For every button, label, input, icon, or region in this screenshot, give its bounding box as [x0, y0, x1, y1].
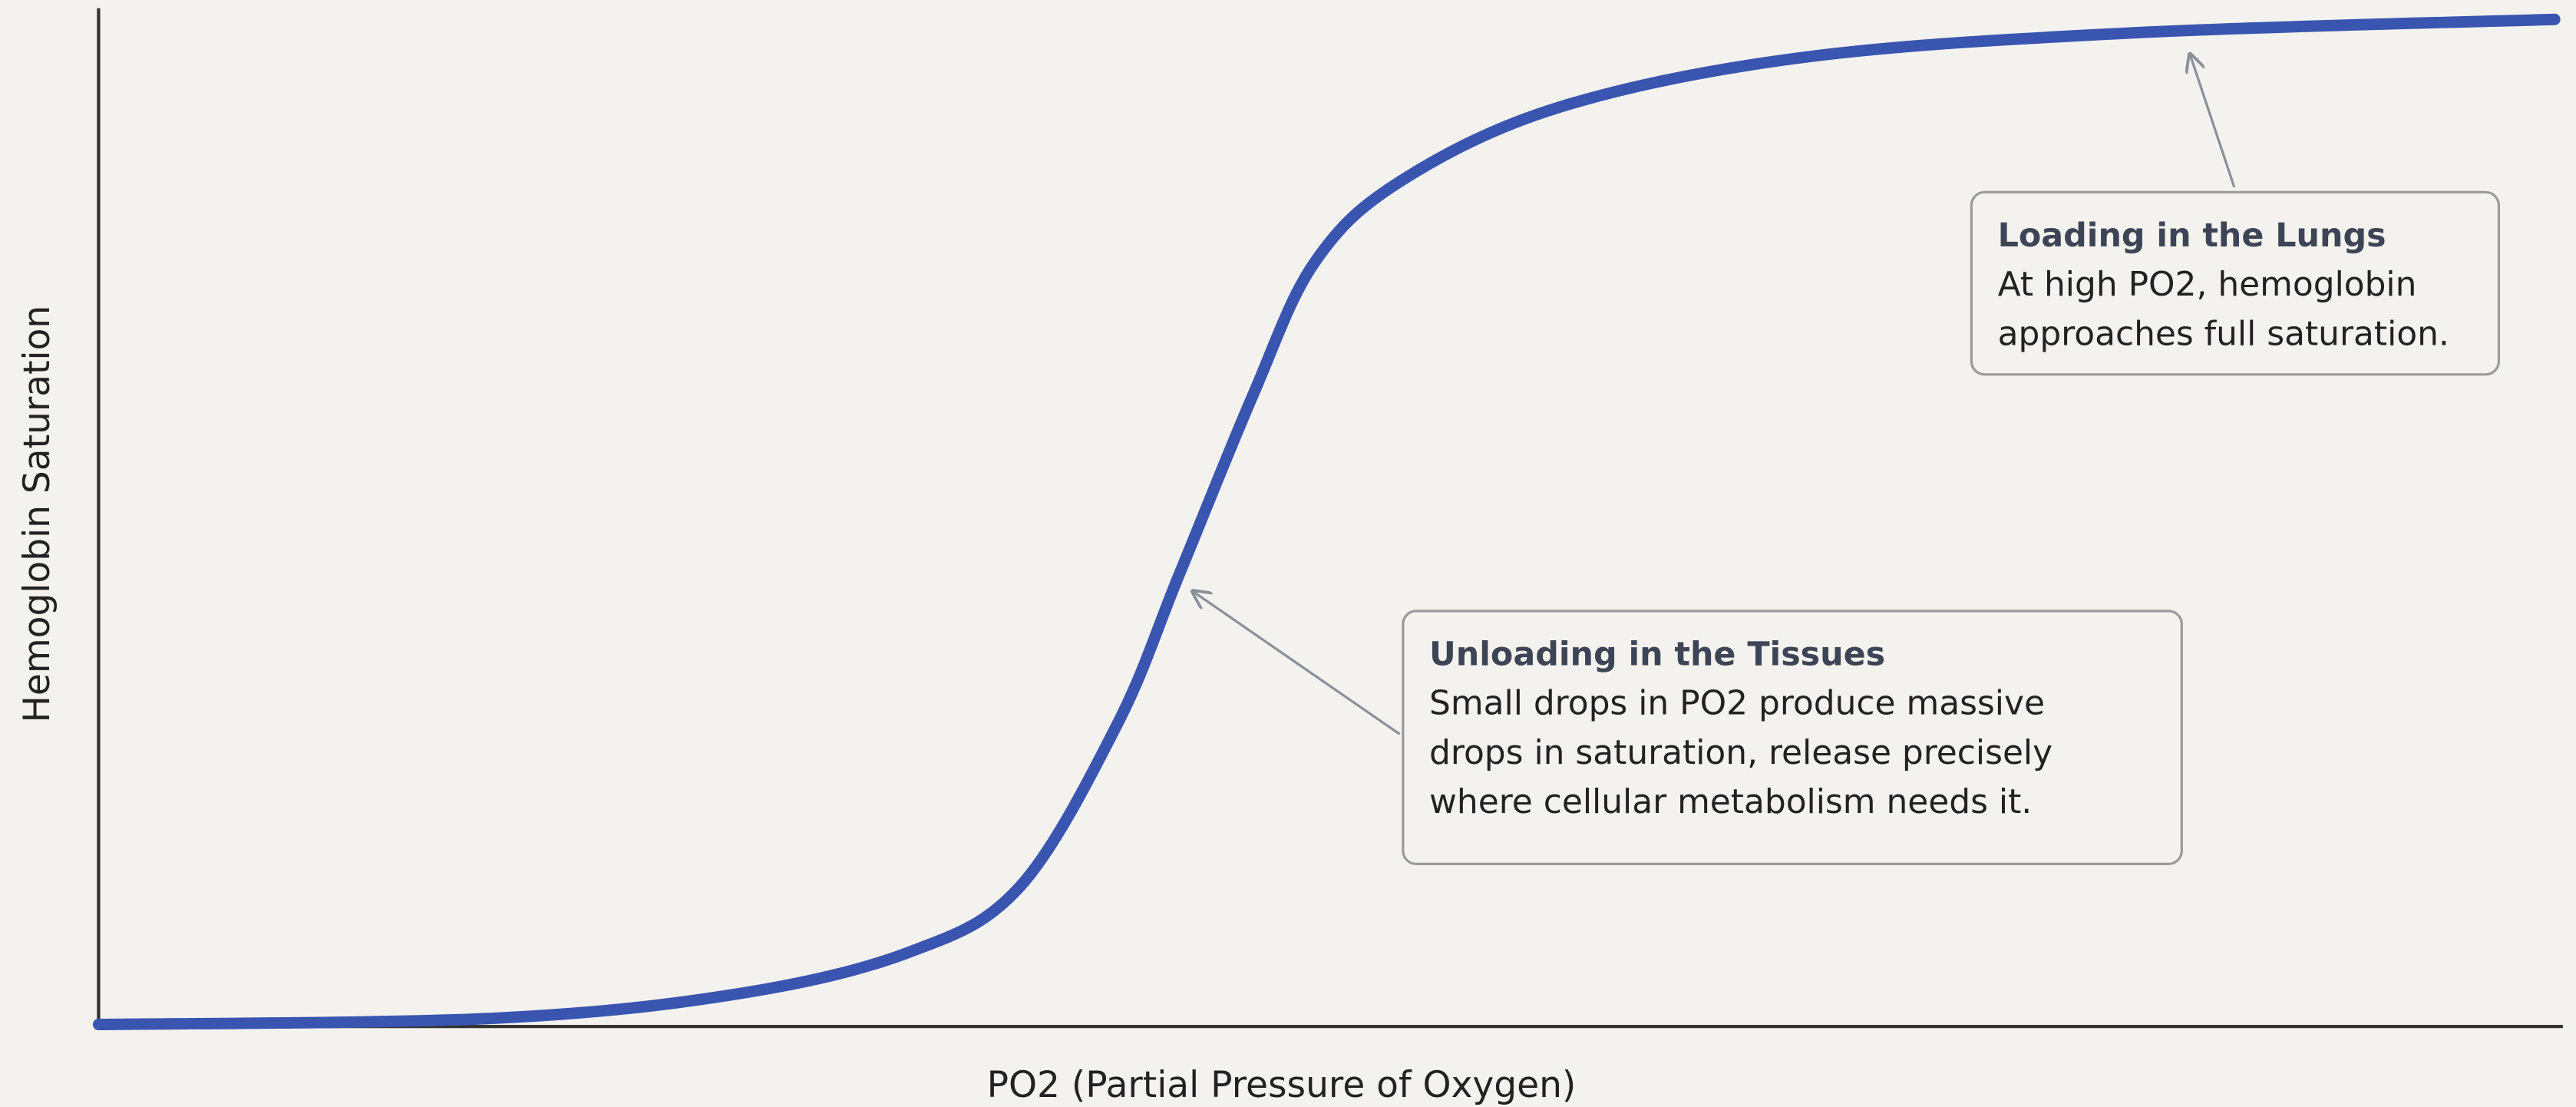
annotation-text: drops in saturation, release precisely	[1429, 733, 2053, 772]
annotation-text: At high PO2, hemoglobin	[1998, 265, 2417, 304]
y-axis-title: Hemoglobin Saturation	[16, 306, 58, 723]
x-axis-title: PO2 (Partial Pressure of Oxygen)	[987, 1064, 1577, 1106]
annotation-arrow	[1193, 591, 1401, 735]
annotation-box	[1402, 610, 2183, 865]
annotation-title: Loading in the Lungs	[1998, 216, 2386, 255]
annotation-text: where cellular metabolism needs it.	[1429, 782, 2032, 821]
annotation-arrow	[2190, 55, 2236, 188]
annotation-title: Unloading in the Tissues	[1429, 635, 1885, 673]
annotation-text: Small drops in PO2 produce massive	[1429, 684, 2045, 723]
annotation-text: approaches full saturation.	[1998, 314, 2449, 353]
curve	[92, 13, 2561, 1031]
annotation-box	[1970, 190, 2501, 376]
